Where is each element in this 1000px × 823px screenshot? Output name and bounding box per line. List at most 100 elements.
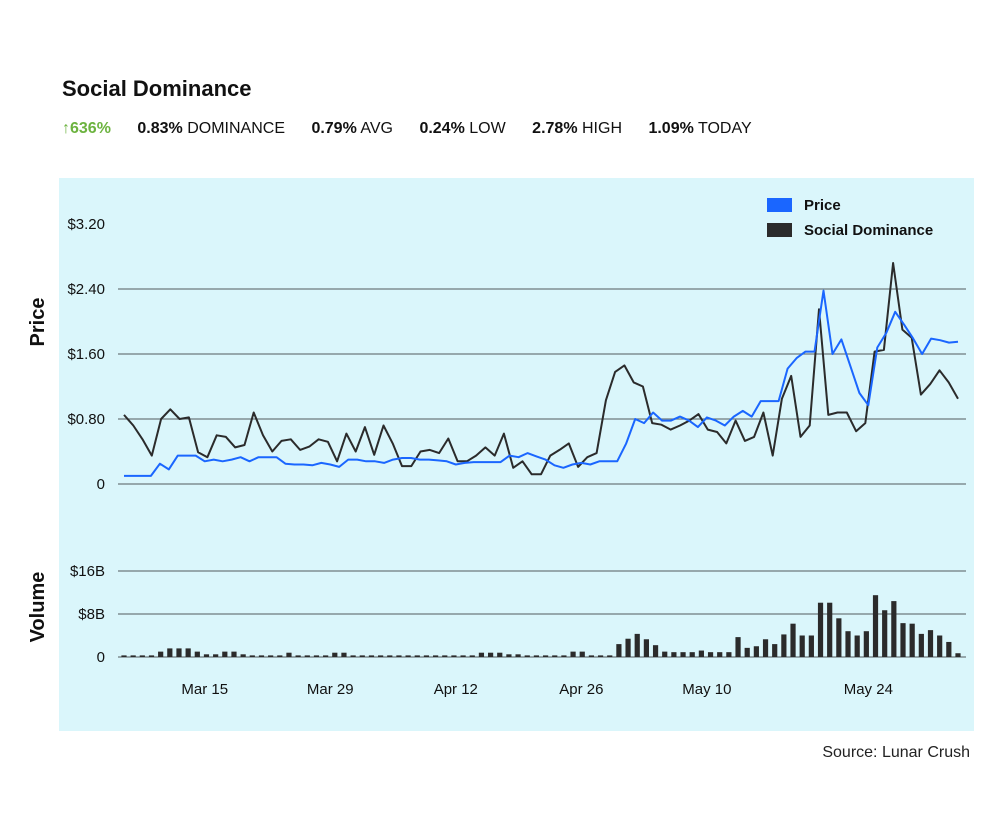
price-y-tick: $2.40 (67, 281, 105, 298)
volume-bar (203, 654, 210, 657)
volume-bar (570, 651, 576, 657)
stat-today-label: TODAY (697, 120, 752, 137)
volume-bar (772, 644, 778, 657)
volume-bar (332, 652, 338, 657)
source-note: Source: Lunar Crush (822, 744, 970, 761)
stat-avg-value: 0.79% (311, 120, 357, 137)
volume-bar (946, 641, 952, 657)
volume-bar (231, 651, 237, 657)
volume-bar (350, 655, 356, 657)
volume-bar (753, 646, 759, 657)
price-y-tick: $0.80 (67, 411, 105, 428)
stat-low-value: 0.24% (419, 120, 465, 137)
stat-high: 2.78% HIGH (532, 120, 622, 138)
stat-dominance-value: 0.83% (137, 120, 183, 137)
x-axis-tick: Apr 12 (434, 681, 478, 698)
stat-avg: 0.79% AVG (311, 120, 393, 138)
volume-bar (726, 652, 732, 657)
volume-bar (423, 655, 430, 657)
social-dominance-line (123, 262, 959, 476)
volume-bar (378, 655, 384, 657)
volume-bar (295, 655, 301, 657)
stat-dominance-label: DOMINANCE (187, 120, 285, 137)
legend-label: Social Dominance (804, 222, 933, 239)
volume-bar (882, 610, 888, 657)
volume-bar (909, 623, 915, 657)
volume-bar (918, 633, 924, 657)
x-axis-tick: May 10 (682, 681, 731, 698)
volume-bar (368, 655, 375, 657)
volume-bar (249, 655, 255, 657)
stat-today: 1.09% TODAY (648, 120, 751, 138)
volume-bar (671, 652, 677, 657)
volume-bar (955, 653, 961, 657)
volume-bar (185, 648, 191, 657)
volume-bar (625, 638, 631, 657)
volume-bar (735, 637, 741, 657)
page-title: Social Dominance (62, 76, 252, 101)
volume-y-tick: 0 (97, 649, 105, 666)
volume-bar (258, 655, 265, 657)
volume-bar (845, 631, 851, 657)
volume-bar (579, 651, 585, 657)
volume-bar (790, 623, 796, 657)
volume-bar (478, 652, 485, 657)
volume-bar (762, 639, 769, 657)
volume-bar (854, 635, 860, 657)
volume-bar (121, 655, 127, 657)
volume-bar (937, 635, 943, 657)
volume-bar (268, 655, 274, 657)
volume-bar (533, 655, 540, 657)
volume-bar (927, 630, 934, 657)
volume-bar (817, 602, 824, 657)
volume-bar (487, 652, 494, 657)
volume-bar (396, 655, 402, 657)
volume-bar (387, 655, 393, 657)
volume-bar (460, 655, 466, 657)
volume-bar (515, 654, 521, 657)
volume-bar (900, 623, 906, 657)
volume-bar (781, 634, 787, 657)
volume-y-tick: $16B (70, 563, 105, 580)
volume-bar (836, 618, 842, 657)
volume-bar (597, 655, 604, 657)
volume-bar (561, 655, 567, 657)
stat-low-label: LOW (469, 120, 506, 137)
x-axis-tick: May 24 (844, 681, 893, 698)
stat-avg-label: AVG (360, 120, 393, 137)
volume-bar (451, 655, 457, 657)
volume-bar (414, 655, 420, 657)
volume-bar (130, 655, 136, 657)
stats-bar: ↑636% 0.83% DOMINANCE 0.79% AVG 0.24% LO… (62, 120, 774, 138)
volume-y-tick: $8B (78, 606, 105, 623)
volume-bar (744, 647, 750, 657)
stat-high-value: 2.78% (532, 120, 578, 137)
x-axis-tick: Mar 15 (181, 681, 228, 698)
volume-bar (680, 652, 686, 657)
stat-dominance: 0.83% DOMINANCE (137, 120, 285, 138)
volume-bar (304, 655, 310, 657)
volume-bar (542, 655, 549, 657)
volume-bar (863, 631, 869, 657)
stat-today-value: 1.09% (648, 120, 694, 137)
volume-bar (213, 654, 219, 657)
x-axis-tick: Mar 29 (307, 681, 354, 698)
volume-bar (277, 655, 283, 657)
price-y-tick: $3.20 (67, 216, 105, 233)
volume-bar (643, 639, 649, 657)
volume-bar (506, 654, 512, 657)
volume-bar (808, 635, 814, 657)
stat-high-label: HIGH (582, 120, 622, 137)
volume-bar (240, 654, 246, 657)
volume-bar (433, 655, 439, 657)
volume-bar (607, 655, 613, 657)
price-axis-label: Price (27, 298, 49, 347)
stat-low: 0.24% LOW (419, 120, 505, 138)
volume-bar (689, 652, 695, 657)
volume-bar (341, 652, 347, 657)
volume-bar (891, 601, 897, 657)
volume-bar (872, 595, 879, 657)
volume-bar (652, 645, 659, 657)
volume-bar (799, 635, 805, 657)
